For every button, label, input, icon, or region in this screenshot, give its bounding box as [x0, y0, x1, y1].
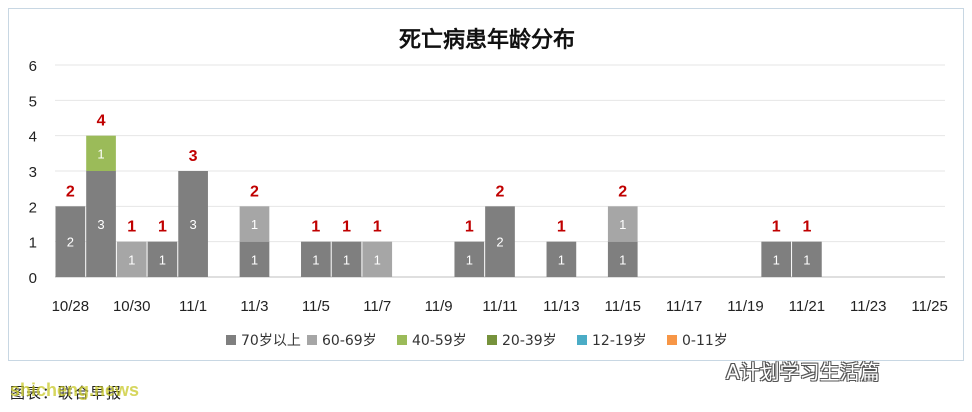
- bar-segment-label: 1: [128, 252, 135, 267]
- bar-segment-label: 2: [67, 235, 74, 250]
- bar-total-label: 4: [97, 113, 106, 130]
- bar-segment-label: 1: [803, 252, 810, 267]
- bar-total-label: 3: [189, 148, 198, 165]
- legend-swatch: [397, 335, 407, 345]
- bar-segment: [454, 241, 485, 277]
- bar-total-label: 2: [66, 183, 75, 200]
- bar-segment-label: 1: [773, 252, 780, 267]
- bar-segment: [239, 241, 270, 277]
- legend-label: 0-11岁: [682, 333, 728, 349]
- bar-segment-label: 1: [466, 252, 473, 267]
- legend-label: 70岁以上: [241, 333, 301, 349]
- legend-swatch: [577, 335, 587, 345]
- y-tick-label: 1: [29, 235, 37, 252]
- bar-total-label: 2: [496, 183, 505, 200]
- x-tick-label: 11/13: [543, 298, 579, 315]
- bar-segment: [147, 241, 178, 277]
- bar-total-label: 1: [772, 219, 781, 236]
- bar-segment: [362, 241, 393, 277]
- x-tick-label: 11/5: [302, 298, 330, 315]
- bar-segment-label: 1: [97, 146, 104, 161]
- bar-total-label: 2: [618, 183, 627, 200]
- legend-swatch: [487, 335, 497, 345]
- x-tick-label: 10/30: [113, 298, 151, 315]
- bar-segment-label: 1: [343, 252, 350, 267]
- bar-total-label: 1: [802, 219, 811, 236]
- y-tick-label: 5: [29, 93, 37, 110]
- bar-segment: [55, 206, 86, 277]
- x-tick-label: 11/3: [240, 298, 268, 315]
- legend-swatch: [307, 335, 317, 345]
- bar-total-label: 1: [127, 219, 136, 236]
- x-tick-label: 11/9: [425, 298, 453, 315]
- bar-segment: [607, 241, 638, 277]
- bar-segment-label: 1: [374, 252, 381, 267]
- x-tick-label: 11/11: [482, 298, 517, 315]
- legend-label: 20-39岁: [502, 333, 557, 349]
- bar-segment: [239, 206, 270, 242]
- chart-svg: 死亡病患年龄分布 0 1 2 3 4 5 6 2 2 3 1 4 1 1 1 1 3 3 1 1 2 1 1 1 1 1 1 1 1 2 2 1…: [29, 27, 948, 349]
- legend-swatch: [667, 335, 677, 345]
- x-tick-label: 11/17: [666, 298, 702, 315]
- chart-title: 死亡病患年龄分布: [399, 27, 575, 53]
- legend-label: 12-19岁: [592, 333, 647, 349]
- bar-total-label: 1: [465, 219, 474, 236]
- bar-total-label: 2: [250, 183, 259, 200]
- y-tick-label: 4: [29, 129, 37, 146]
- x-tick-label: 11/7: [363, 298, 391, 315]
- bar-segment-label: 1: [251, 217, 258, 232]
- x-tick-label: 11/23: [850, 298, 886, 315]
- bar-segment-label: 1: [558, 252, 565, 267]
- bar-total-label: 1: [158, 219, 167, 236]
- y-tick-label: 0: [29, 270, 37, 287]
- bar-segment: [331, 241, 362, 277]
- bar-total-label: 1: [557, 219, 566, 236]
- x-tick-label: 11/1: [179, 298, 207, 315]
- x-tick-label: 11/21: [789, 298, 825, 315]
- bar-segment: [178, 171, 208, 277]
- x-tick-label: 11/25: [911, 298, 947, 315]
- legend-swatch: [226, 335, 236, 345]
- bar-segment: [485, 206, 515, 277]
- bar-segment: [607, 206, 638, 242]
- watermark-right: A计划学习生活篇: [726, 360, 880, 384]
- y-tick-label: 2: [29, 199, 37, 216]
- bar-total-label: 1: [342, 219, 351, 236]
- bar-segment-label: 2: [496, 235, 503, 250]
- y-tick-label: 6: [29, 58, 37, 75]
- chart-frame: 死亡病患年龄分布 0 1 2 3 4 5 6 2 2 3 1 4 1 1 1 1 3 3 1 1 2 1 1 1 1 1 1 1 1 2 2 1…: [8, 8, 964, 361]
- bar-segment: [86, 171, 116, 277]
- bar-total-label: 1: [373, 219, 382, 236]
- bar-segment-label: 1: [251, 252, 258, 267]
- watermark-left: shicheng.news: [10, 380, 140, 400]
- bar-segment-label: 1: [159, 252, 166, 267]
- bar-segment: [116, 241, 147, 277]
- bar-segment-label: 3: [189, 217, 196, 232]
- y-tick-label: 3: [29, 164, 37, 181]
- bar-segment: [546, 241, 577, 277]
- bar-segment: [792, 241, 822, 277]
- x-tick-label: 10/28: [52, 298, 90, 315]
- x-tick-label: 11/19: [727, 298, 763, 315]
- bar-segment: [761, 241, 792, 277]
- legend-label: 40-59岁: [412, 333, 467, 349]
- bar-segment-label: 1: [619, 217, 626, 232]
- bar-segment-label: 1: [312, 252, 319, 267]
- bar-segment: [86, 135, 116, 171]
- legend-label: 60-69岁: [322, 333, 377, 349]
- bar-segment-label: 1: [619, 252, 626, 267]
- bar-segment: [301, 241, 331, 277]
- x-tick-label: 11/15: [605, 298, 641, 315]
- chart-source-caption: 图表：联合早报: [10, 384, 123, 402]
- bar-segment-label: 3: [97, 217, 104, 232]
- bar-total-label: 1: [311, 219, 320, 236]
